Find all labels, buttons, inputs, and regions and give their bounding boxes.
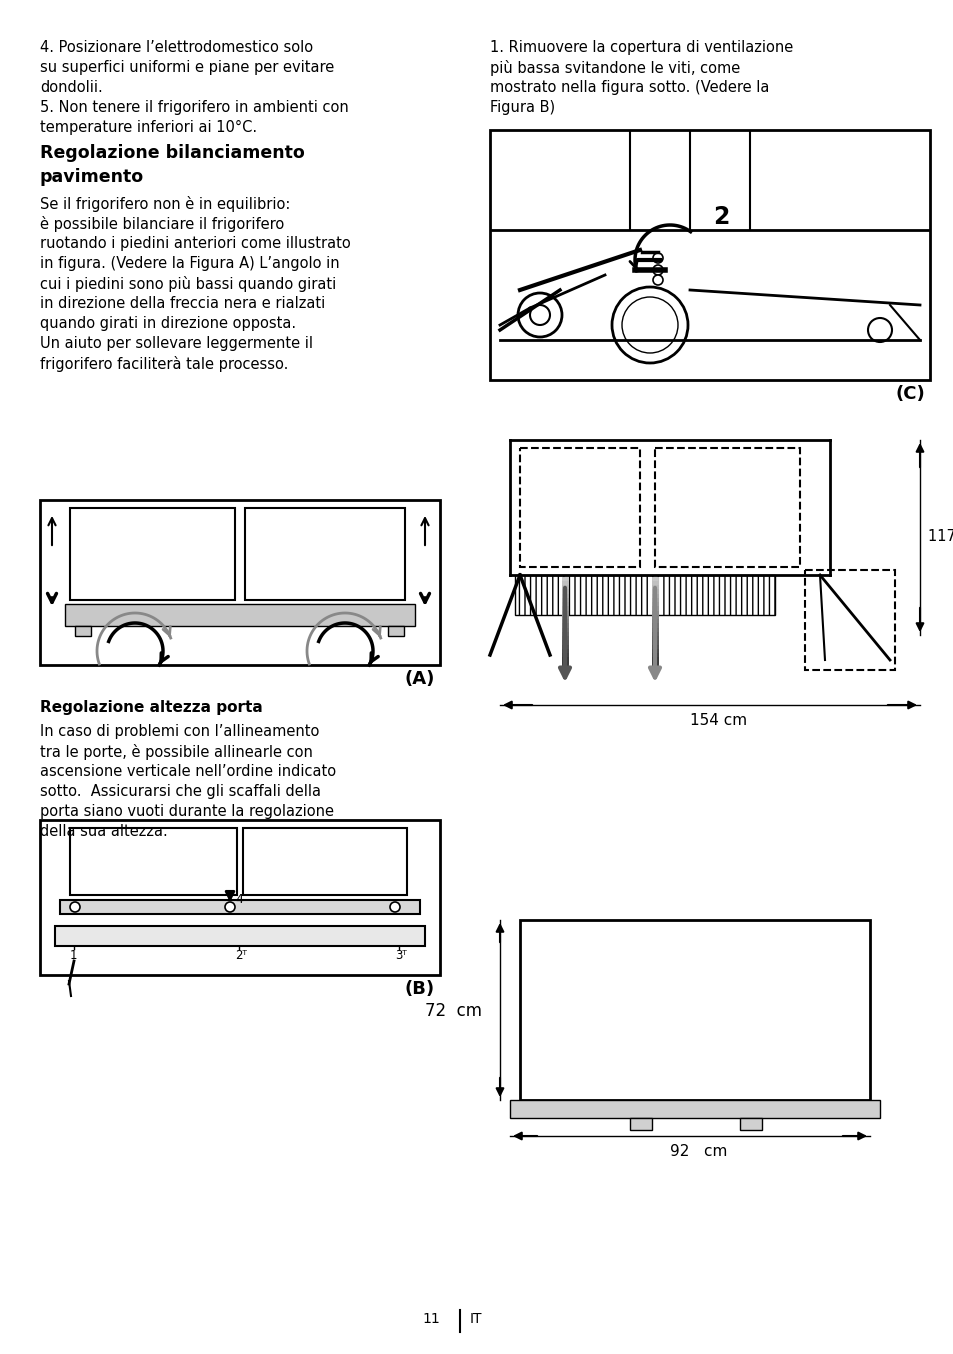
Text: Regolazione altezza porta: Regolazione altezza porta <box>40 700 262 715</box>
Text: 4. Posizionare l’elettrodomestico solo: 4. Posizionare l’elettrodomestico solo <box>40 41 313 56</box>
Text: 72  cm: 72 cm <box>424 1002 481 1020</box>
Text: tra le porte, è possibile allinearle con: tra le porte, è possibile allinearle con <box>40 743 313 760</box>
Bar <box>243 829 407 895</box>
Text: mostrato nella figura sotto. (Vedere la: mostrato nella figura sotto. (Vedere la <box>490 80 768 95</box>
Text: Se il frigorifero non è in equilibrio:: Se il frigorifero non è in equilibrio: <box>40 196 290 213</box>
Bar <box>519 448 639 567</box>
Bar <box>55 926 424 946</box>
Bar <box>65 604 415 626</box>
Text: 2: 2 <box>712 204 729 229</box>
Text: (A): (A) <box>404 670 435 688</box>
Circle shape <box>517 292 561 337</box>
Text: sotto.  Assicurarsi che gli scaffali della: sotto. Assicurarsi che gli scaffali dell… <box>40 784 320 799</box>
Text: 4: 4 <box>234 894 243 906</box>
Text: cui i piedini sono più bassi quando girati: cui i piedini sono più bassi quando gira… <box>40 276 335 292</box>
Text: quando girati in direzione opposta.: quando girati in direzione opposta. <box>40 315 295 330</box>
Text: 1: 1 <box>70 949 77 961</box>
Bar <box>629 1118 651 1131</box>
Text: IT: IT <box>470 1312 482 1326</box>
Bar <box>740 1118 761 1131</box>
Bar <box>388 626 403 636</box>
Text: 1. Rimuovere la copertura di ventilazione: 1. Rimuovere la copertura di ventilazion… <box>490 41 792 56</box>
Bar <box>490 130 929 380</box>
Text: ascensione verticale nell’ordine indicato: ascensione verticale nell’ordine indicat… <box>40 764 335 779</box>
Text: In caso di problemi con l’allineamento: In caso di problemi con l’allineamento <box>40 724 319 739</box>
Text: Regolazione bilanciamento: Regolazione bilanciamento <box>40 144 304 162</box>
Circle shape <box>652 275 662 284</box>
Circle shape <box>530 305 550 325</box>
Text: è possibile bilanciare il frigorifero: è possibile bilanciare il frigorifero <box>40 217 284 232</box>
Text: temperature inferiori ai 10°C.: temperature inferiori ai 10°C. <box>40 121 257 135</box>
Bar <box>519 919 869 1099</box>
Bar <box>75 626 91 636</box>
Text: 117 cm: 117 cm <box>927 529 953 544</box>
Circle shape <box>70 902 80 913</box>
Bar <box>655 448 800 567</box>
Bar <box>245 508 405 600</box>
Text: dondolii.: dondolii. <box>40 80 103 95</box>
Bar <box>40 821 439 975</box>
Text: (B): (B) <box>404 980 435 998</box>
Text: frigorifero faciliterà tale processo.: frigorifero faciliterà tale processo. <box>40 356 288 372</box>
Bar <box>70 508 234 600</box>
Bar <box>60 900 419 914</box>
Text: su superfici uniformi e piane per evitare: su superfici uniformi e piane per evitar… <box>40 60 334 74</box>
Bar <box>70 829 236 895</box>
Text: 11: 11 <box>422 1312 439 1326</box>
Circle shape <box>225 902 234 913</box>
Text: 154 cm: 154 cm <box>689 714 746 728</box>
Text: 3ᵀ: 3ᵀ <box>395 949 406 961</box>
Text: ruotando i piedini anteriori come illustrato: ruotando i piedini anteriori come illust… <box>40 236 351 250</box>
Text: (C): (C) <box>894 385 924 403</box>
Bar <box>804 570 894 670</box>
Circle shape <box>612 287 687 363</box>
Bar <box>40 500 439 665</box>
Circle shape <box>867 318 891 343</box>
Text: in direzione della freccia nera e rialzati: in direzione della freccia nera e rialza… <box>40 297 325 311</box>
Text: pavimento: pavimento <box>40 168 144 185</box>
Circle shape <box>652 265 662 275</box>
Text: della sua altezza.: della sua altezza. <box>40 825 168 839</box>
Circle shape <box>621 297 678 353</box>
Text: 92   cm: 92 cm <box>669 1144 726 1159</box>
Circle shape <box>652 253 662 263</box>
Text: 5. Non tenere il frigorifero in ambienti con: 5. Non tenere il frigorifero in ambienti… <box>40 100 349 115</box>
Bar <box>510 1099 879 1118</box>
Text: Un aiuto per sollevare leggermente il: Un aiuto per sollevare leggermente il <box>40 336 313 351</box>
Bar <box>515 575 774 615</box>
Text: Figura B): Figura B) <box>490 100 555 115</box>
Circle shape <box>390 902 399 913</box>
Text: porta siano vuoti durante la regolazione: porta siano vuoti durante la regolazione <box>40 804 334 819</box>
Text: più bassa svitandone le viti, come: più bassa svitandone le viti, come <box>490 60 740 76</box>
Text: in figura. (Vedere la Figura A) L’angolo in: in figura. (Vedere la Figura A) L’angolo… <box>40 256 339 271</box>
Text: 2ᵀ: 2ᵀ <box>234 949 247 961</box>
